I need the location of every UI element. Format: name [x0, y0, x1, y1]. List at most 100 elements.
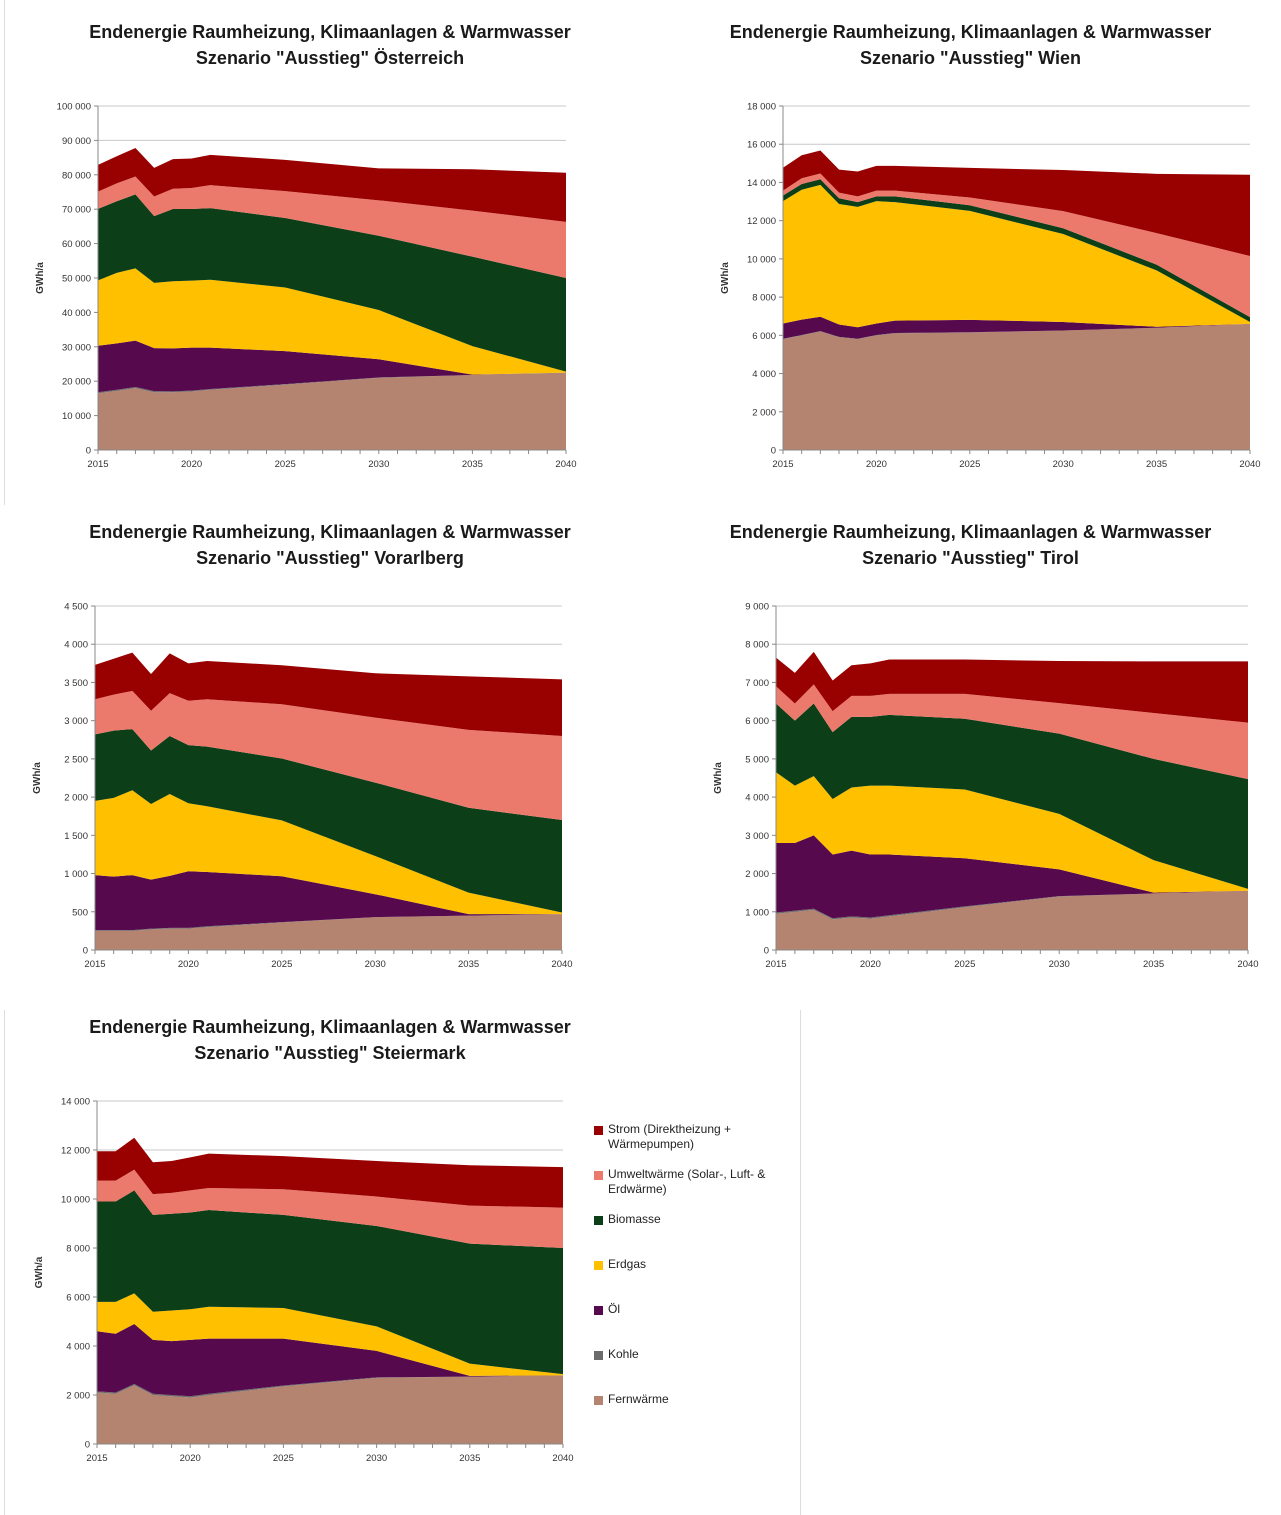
chart3-y-tick-label: 4 000 — [745, 793, 769, 804]
chart0-area-oel — [98, 340, 566, 393]
chart4-y-tick-label: 2 000 — [66, 1391, 90, 1402]
chart3-area-oel — [776, 835, 1248, 919]
chart2-area-umweltwaerme — [95, 690, 562, 821]
chart1-area-strom — [783, 150, 1250, 257]
legend-swatch-biomasse — [594, 1216, 603, 1225]
chart3-x-tick-label: 2030 — [1049, 959, 1070, 970]
chart0-y-tick-label: 100 000 — [57, 102, 91, 113]
chart0-area-umweltwaerme — [98, 176, 566, 278]
chart3-y-tick-label: 7 000 — [745, 678, 769, 689]
chart0-x-tick-label: 2015 — [87, 459, 108, 470]
chart3-y-tick-label: 0 — [764, 946, 769, 957]
chart1-y-tick-label: 6 000 — [752, 331, 776, 342]
chart4-x-tick-label: 2020 — [180, 1453, 201, 1464]
legend-label-oel: Öl — [608, 1302, 620, 1316]
legend: Strom (Direktheizung + Wärmepumpen) Umwe… — [594, 1122, 804, 1437]
chart3-subtitle: Szenario "Ausstieg" Tirol — [862, 548, 1079, 568]
chart3-y-tick-label: 5 000 — [745, 754, 769, 765]
chart0-title: Endenergie Raumheizung, Klimaanlagen & W… — [89, 22, 570, 42]
chart1-title: Endenergie Raumheizung, Klimaanlagen & W… — [730, 22, 1211, 42]
chart0-y-tick-label: 80 000 — [62, 170, 91, 181]
chart-steiermark-svg: Endenergie Raumheizung, Klimaanlagen & W… — [34, 1017, 574, 1464]
chart3-title: Endenergie Raumheizung, Klimaanlagen & W… — [730, 522, 1211, 542]
chart4-x-tick-label: 2015 — [86, 1453, 107, 1464]
chart0-ylabel: GWh/a — [35, 262, 46, 294]
chart2-ylabel: GWh/a — [32, 762, 43, 794]
chart1-x-tick-label: 2025 — [959, 459, 980, 470]
chart-oesterreich-svg: Endenergie Raumheizung, Klimaanlagen & W… — [35, 22, 577, 470]
chart0-area-strom — [98, 147, 566, 222]
chart2-x-tick-label: 2030 — [365, 959, 386, 970]
chart2-area-biomasse — [95, 729, 562, 913]
chart-vorarlberg-svg: Endenergie Raumheizung, Klimaanlagen & W… — [32, 522, 573, 970]
chart0-area-biomasse — [98, 194, 566, 372]
legend-item-umweltwaerme: Umweltwärme (Solar-, Luft- & Erdwärme) — [594, 1167, 804, 1212]
chart-oesterreich: Endenergie Raumheizung, Klimaanlagen & W… — [0, 0, 640, 490]
chart1-area-umweltwaerme — [783, 173, 1250, 318]
chart4-title: Endenergie Raumheizung, Klimaanlagen & W… — [89, 1017, 570, 1037]
chart2-x-tick-label: 2040 — [551, 959, 572, 970]
chart1-x-tick-label: 2035 — [1146, 459, 1167, 470]
chart2-y-tick-label: 1 500 — [64, 831, 88, 842]
chart2-area-oel — [95, 871, 562, 931]
legend-item-oel: Öl — [594, 1302, 804, 1347]
chart2-y-tick-label: 2 000 — [64, 793, 88, 804]
chart1-x-tick-label: 2015 — [772, 459, 793, 470]
chart1-y-tick-label: 10 000 — [747, 254, 776, 265]
legend-item-erdgas: Erdgas — [594, 1257, 804, 1302]
chart-tirol: Endenergie Raumheizung, Klimaanlagen & W… — [640, 500, 1281, 990]
legend-item-strom: Strom (Direktheizung + Wärmepumpen) — [594, 1122, 804, 1167]
chart-wien-svg: Endenergie Raumheizung, Klimaanlagen & W… — [720, 22, 1261, 470]
chart3-area-biomasse — [776, 703, 1248, 889]
chart0-y-tick-label: 40 000 — [62, 308, 91, 319]
chart3-x-tick-label: 2035 — [1143, 959, 1164, 970]
chart1-y-tick-label: 12 000 — [747, 216, 776, 227]
chart2-title: Endenergie Raumheizung, Klimaanlagen & W… — [89, 522, 570, 542]
chart2-y-tick-label: 4 000 — [64, 640, 88, 651]
chart3-area-umweltwaerme — [776, 684, 1248, 780]
chart1-subtitle: Szenario "Ausstieg" Wien — [860, 48, 1081, 68]
chart3-area-strom — [776, 651, 1248, 723]
frame-line-left-bottom — [4, 1010, 5, 1515]
chart0-y-tick-label: 20 000 — [62, 377, 91, 388]
chart0-y-tick-label: 50 000 — [62, 274, 91, 285]
chart2-x-tick-label: 2020 — [178, 959, 199, 970]
chart2-y-tick-label: 500 — [72, 907, 88, 918]
chart0-x-tick-label: 2040 — [555, 459, 576, 470]
chart0-x-tick-label: 2025 — [275, 459, 296, 470]
legend-swatch-oel — [594, 1306, 603, 1315]
chart4-ylabel: GWh/a — [34, 1256, 45, 1288]
frame-line-right-bottom — [800, 1010, 801, 1515]
legend-label-kohle: Kohle — [608, 1347, 639, 1361]
chart4-y-tick-label: 4 000 — [66, 1342, 90, 1353]
chart4-x-tick-label: 2030 — [366, 1453, 387, 1464]
chart1-x-tick-label: 2020 — [866, 459, 887, 470]
legend-swatch-fernwaerme — [594, 1396, 603, 1405]
chart2-y-tick-label: 1 000 — [64, 869, 88, 880]
chart0-y-tick-label: 10 000 — [62, 411, 91, 422]
chart3-y-tick-label: 2 000 — [745, 869, 769, 880]
chart1-x-tick-label: 2040 — [1239, 459, 1260, 470]
chart3-x-tick-label: 2025 — [954, 959, 975, 970]
chart0-y-tick-label: 90 000 — [62, 136, 91, 147]
chart1-y-tick-label: 18 000 — [747, 102, 776, 113]
chart1-x-tick-label: 2030 — [1053, 459, 1074, 470]
chart1-area-oel — [783, 316, 1250, 339]
chart1-y-tick-label: 4 000 — [752, 369, 776, 380]
legend-item-biomasse: Biomasse — [594, 1212, 804, 1257]
chart4-area-umweltwaerme — [97, 1169, 563, 1248]
chart0-y-tick-label: 0 — [86, 446, 91, 457]
legend-swatch-strom — [594, 1126, 603, 1135]
chart1-y-tick-label: 16 000 — [747, 140, 776, 151]
chart4-y-tick-label: 12 000 — [61, 1146, 90, 1157]
chart1-y-tick-label: 8 000 — [752, 293, 776, 304]
legend-label-erdgas: Erdgas — [608, 1257, 647, 1271]
chart2-subtitle: Szenario "Ausstieg" Vorarlberg — [196, 548, 464, 568]
chart1-area-fernwaerme — [783, 323, 1250, 450]
chart4-area-biomasse — [97, 1190, 563, 1375]
chart2-x-tick-label: 2035 — [458, 959, 479, 970]
chart0-y-tick-label: 30 000 — [62, 342, 91, 353]
chart3-y-tick-label: 8 000 — [745, 640, 769, 651]
chart4-y-tick-label: 6 000 — [66, 1293, 90, 1304]
chart3-ylabel: GWh/a — [713, 762, 724, 794]
